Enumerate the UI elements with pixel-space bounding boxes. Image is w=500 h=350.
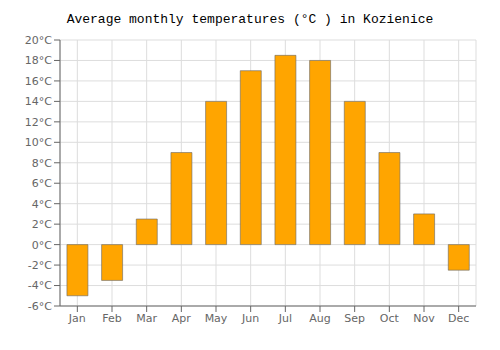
html-text:Average monthly temperatures (: Average monthly temperatures (°C ) in Ko…: [66, 12, 434, 27]
svg-text:14°C: 14°C: [25, 95, 52, 108]
svg-text:Nov: Nov: [413, 312, 435, 325]
svg-text:Dec: Dec: [448, 312, 469, 325]
svg-text:Mar: Mar: [136, 312, 157, 325]
svg-text:18°C: 18°C: [25, 54, 52, 67]
svg-text:Jun: Jun: [241, 312, 259, 325]
svg-text:Oct: Oct: [380, 312, 400, 325]
svg-text:6°C: 6°C: [32, 177, 52, 190]
svg-text:Jan: Jan: [68, 312, 86, 325]
svg-text:Jul: Jul: [278, 312, 292, 325]
svg-text:10°C: 10°C: [25, 136, 52, 149]
svg-text:May: May: [205, 312, 228, 325]
svg-text:8°C: 8°C: [32, 157, 52, 170]
svg-text:-2°C: -2°C: [28, 259, 52, 272]
svg-text:-4°C: -4°C: [28, 279, 52, 292]
svg-text:Aug: Aug: [309, 312, 330, 325]
svg-text:0°C: 0°C: [32, 239, 52, 252]
svg-text:12°C: 12°C: [25, 116, 52, 129]
svg-text:4°C: 4°C: [32, 198, 52, 211]
svg-text:20°C: 20°C: [25, 34, 52, 47]
svg-text:Sep: Sep: [344, 312, 365, 325]
svg-text:-6°C: -6°C: [28, 300, 52, 313]
svg-text:16°C: 16°C: [25, 75, 52, 88]
svg-text:Feb: Feb: [102, 312, 121, 325]
svg-text:Apr: Apr: [172, 312, 192, 325]
svg-text:2°C: 2°C: [32, 218, 52, 231]
